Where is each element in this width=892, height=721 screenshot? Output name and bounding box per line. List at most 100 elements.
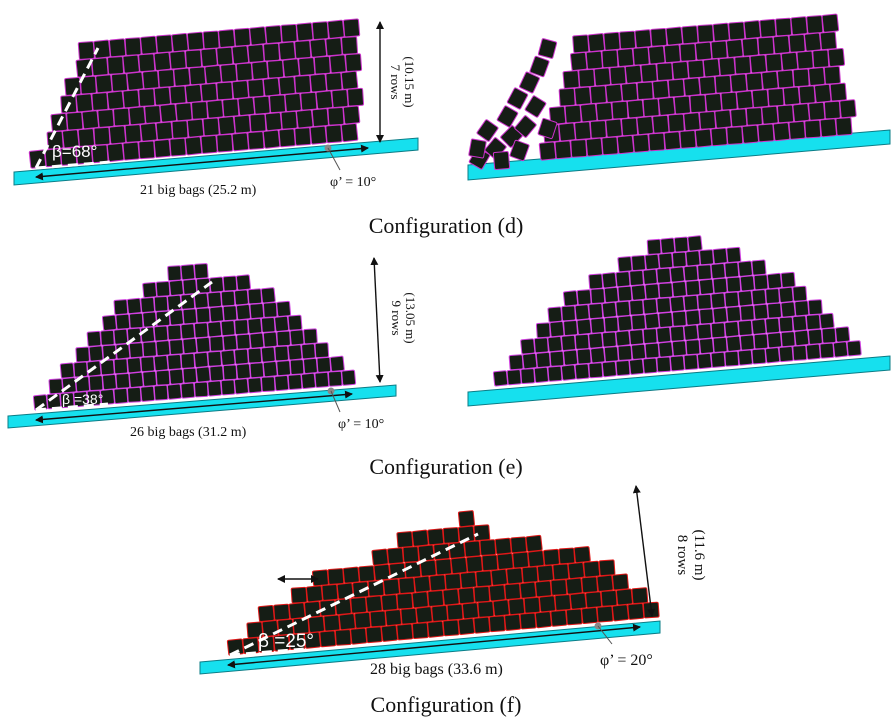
big-bag xyxy=(792,68,810,88)
big-bag xyxy=(300,372,316,390)
big-bag xyxy=(342,18,361,38)
big-bag xyxy=(683,354,699,371)
big-bag xyxy=(658,311,674,328)
big-bag xyxy=(287,314,303,331)
big-bag xyxy=(220,63,238,83)
big-bag xyxy=(427,590,445,607)
big-bag xyxy=(207,350,222,367)
big-bag xyxy=(327,568,345,585)
big-bag xyxy=(167,324,182,341)
big-bag xyxy=(601,360,617,378)
big-bag xyxy=(537,38,558,59)
big-bag xyxy=(807,299,823,316)
big-bag xyxy=(442,619,460,637)
big-bag xyxy=(574,121,592,141)
big-bag xyxy=(48,378,64,395)
big-bag xyxy=(542,548,560,566)
big-bag xyxy=(596,574,614,592)
big-bag xyxy=(180,264,196,281)
big-bag xyxy=(234,348,249,365)
big-bag xyxy=(778,286,794,303)
big-bag xyxy=(726,126,744,145)
big-bag xyxy=(712,336,728,353)
big-bag xyxy=(75,346,90,363)
big-bag xyxy=(538,595,556,613)
big-bag xyxy=(142,370,158,387)
big-bag xyxy=(788,33,806,53)
big-bag xyxy=(596,605,614,623)
big-bag xyxy=(535,322,551,339)
big-bag xyxy=(629,270,644,286)
big-bag xyxy=(616,48,635,68)
big-bag xyxy=(620,82,639,102)
big-bag xyxy=(496,105,519,128)
big-bag xyxy=(142,341,157,358)
big-bag xyxy=(180,382,196,399)
big-bag xyxy=(325,37,343,57)
big-bag xyxy=(631,314,647,331)
big-bag xyxy=(821,13,840,33)
big-bag xyxy=(506,567,524,585)
big-bag xyxy=(775,17,793,37)
big-bag xyxy=(365,626,383,644)
big-bag xyxy=(683,265,699,282)
big-bag xyxy=(81,110,100,130)
big-bag xyxy=(373,563,391,581)
big-bag xyxy=(776,69,795,89)
big-bag xyxy=(358,565,376,583)
bag-stack-e-right xyxy=(492,235,862,387)
big-bag xyxy=(549,321,565,338)
big-bag xyxy=(794,300,810,317)
big-bag xyxy=(169,368,184,385)
big-bag xyxy=(644,342,660,359)
big-bag xyxy=(155,340,171,357)
big-bag xyxy=(209,306,225,323)
height-m-label-e: (13.05 m) xyxy=(403,292,418,343)
big-bag xyxy=(153,86,172,106)
big-bag xyxy=(231,80,250,100)
big-bag xyxy=(153,51,172,71)
big-bag xyxy=(734,55,752,75)
big-bag xyxy=(549,350,565,367)
big-bag xyxy=(561,305,576,322)
big-bag xyxy=(216,133,234,153)
big-bag xyxy=(411,591,429,609)
big-bag xyxy=(765,288,780,304)
big-bag xyxy=(780,331,796,348)
big-bag xyxy=(823,65,841,85)
big-bag xyxy=(710,351,726,368)
big-bag xyxy=(658,252,674,269)
big-bag xyxy=(490,568,508,586)
big-bag xyxy=(101,314,117,331)
angle-label-d: β=68° xyxy=(52,142,97,161)
big-bag xyxy=(534,580,552,598)
big-bag xyxy=(730,73,748,93)
big-bag xyxy=(235,303,251,321)
big-bag xyxy=(819,342,835,359)
big-bag xyxy=(772,122,791,142)
big-bag xyxy=(303,328,318,345)
big-bag xyxy=(327,19,345,39)
big-bag xyxy=(737,260,753,277)
big-bag xyxy=(605,118,623,138)
big-bag xyxy=(819,118,838,138)
big-bag xyxy=(554,140,572,160)
big-bag xyxy=(288,602,306,620)
big-bag xyxy=(753,274,769,291)
big-bag xyxy=(697,323,713,340)
big-bag xyxy=(574,363,590,380)
big-bag xyxy=(601,331,617,348)
big-bag xyxy=(617,256,633,273)
big-bag xyxy=(195,307,211,324)
big-bag xyxy=(155,34,173,54)
big-bag xyxy=(140,296,156,314)
big-bag xyxy=(644,253,660,271)
big-bag xyxy=(714,109,732,129)
big-bag xyxy=(588,303,604,320)
big-bag xyxy=(669,355,685,372)
big-bag xyxy=(766,332,783,349)
big-bag xyxy=(739,305,755,321)
big-bag xyxy=(628,358,645,375)
big-bag xyxy=(128,371,144,389)
big-bag xyxy=(782,86,801,106)
